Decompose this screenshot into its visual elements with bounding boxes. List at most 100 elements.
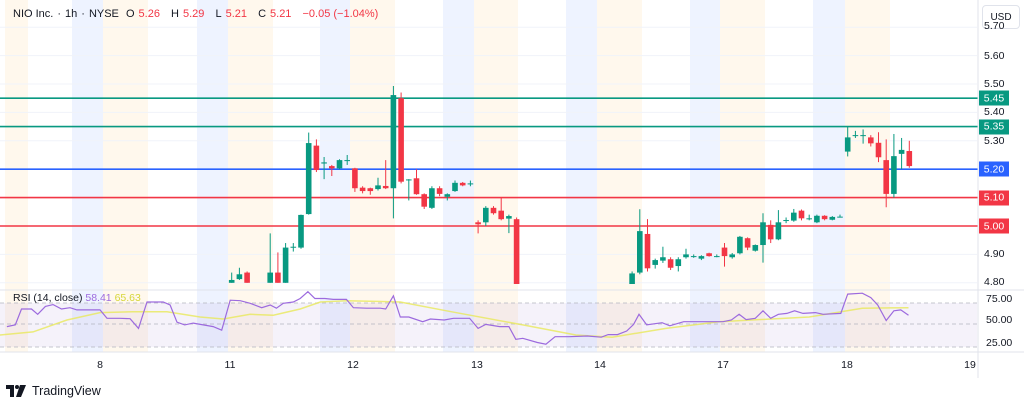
time-tick: 11 [224, 359, 236, 371]
candle-down [436, 186, 443, 197]
rsi-label[interactable]: RSI (14, close) [13, 292, 83, 304]
candle-down [244, 271, 250, 283]
horizontal-levels [0, 97, 978, 227]
candle-body [344, 160, 350, 162]
candle-body [791, 212, 797, 221]
candle-down [490, 206, 497, 215]
price-tick: 5.50 [984, 78, 1005, 90]
rsi-tick: 50.00 [986, 314, 1013, 326]
candle-up [290, 243, 297, 252]
price-tick: 5.60 [984, 49, 1005, 62]
candle-body [329, 166, 335, 169]
candle-up [860, 129, 866, 144]
level-price-label: 5.35 [979, 119, 1009, 135]
tradingview-logo[interactable]: TradingView [6, 384, 101, 398]
candle-body [644, 233, 651, 269]
candle-up [837, 214, 843, 218]
candle-body [336, 160, 343, 169]
candle-body [806, 218, 812, 220]
candle-down [644, 219, 651, 272]
candle-down [883, 139, 889, 208]
candle-down [367, 187, 374, 195]
candle-body [821, 215, 828, 220]
candle-up [321, 156, 327, 180]
candle-up [675, 257, 682, 272]
candle-up [791, 208, 797, 222]
candle-up [467, 180, 474, 187]
open-value: 5.26 [138, 8, 160, 20]
candle-body [406, 179, 412, 181]
candle-up [629, 271, 635, 284]
premarket-band [72, 0, 103, 352]
candle-down [798, 209, 805, 221]
candle-body [675, 259, 682, 267]
candle-up [390, 85, 397, 219]
candle-down [352, 167, 358, 192]
candle-up [829, 216, 836, 221]
time-tick: 17 [717, 359, 729, 371]
time-tick: 13 [471, 359, 483, 371]
rsi-legend: RSI (14, close) 58.41 65.63 [13, 292, 141, 304]
premarket-band [197, 0, 228, 352]
symbol-name[interactable]: NIO Inc. [13, 8, 54, 20]
candle-up [660, 246, 666, 263]
rsi-ma-value: 65.63 [114, 292, 141, 304]
rsi-line [6, 290, 909, 345]
candle-up [806, 214, 812, 221]
candle-body [459, 182, 466, 186]
candle-body [359, 187, 366, 192]
afterhours-band [5, 0, 28, 352]
candle-body [367, 188, 374, 192]
candle-body [452, 182, 458, 192]
candle-body [352, 168, 358, 189]
candle-body [629, 273, 635, 284]
candle-body [706, 253, 712, 257]
candle-body [228, 279, 235, 283]
candle-up [844, 126, 851, 157]
candle-down [398, 92, 404, 184]
candle-body [690, 256, 697, 258]
candle-down [413, 169, 420, 195]
low-label: L [215, 8, 222, 20]
candle-down [875, 132, 882, 163]
candle-body [698, 256, 705, 259]
candle-up [282, 243, 289, 283]
currency-button[interactable]: USD [982, 5, 1020, 29]
tradingview-logo-icon [6, 385, 26, 397]
candle-up [729, 252, 735, 259]
interval: 1h [65, 8, 78, 20]
candle-up [714, 254, 720, 258]
premarket-band [813, 0, 845, 352]
separator: · [81, 8, 85, 20]
time-tick: 8 [97, 359, 103, 371]
candle-up [898, 137, 905, 170]
candle-down [706, 252, 712, 257]
candle-body [444, 194, 451, 197]
candle-up [652, 258, 658, 269]
candle-body [714, 256, 720, 258]
session-bands [5, 0, 890, 352]
candle-up [483, 206, 489, 226]
candle-up [852, 130, 859, 138]
candle-up [637, 209, 643, 275]
candle-up [452, 180, 458, 192]
afterhours-band [845, 0, 890, 352]
candle-up [814, 214, 820, 224]
afterhours-band [597, 0, 642, 352]
price-tick: 4.80 [984, 276, 1005, 288]
candle-down [767, 220, 774, 244]
candle-down [475, 220, 481, 234]
candle-up [775, 210, 782, 241]
premarket-band [320, 0, 350, 352]
candle-body [852, 135, 859, 137]
separator: · [57, 8, 62, 20]
candle-down [744, 237, 751, 251]
level-price-label: 5.10 [979, 190, 1009, 206]
candle-down [313, 139, 320, 173]
candle-body [729, 254, 735, 258]
candle-up [737, 235, 743, 255]
candle-body [744, 238, 751, 248]
candle-body [767, 224, 774, 240]
candle-body [721, 247, 728, 257]
